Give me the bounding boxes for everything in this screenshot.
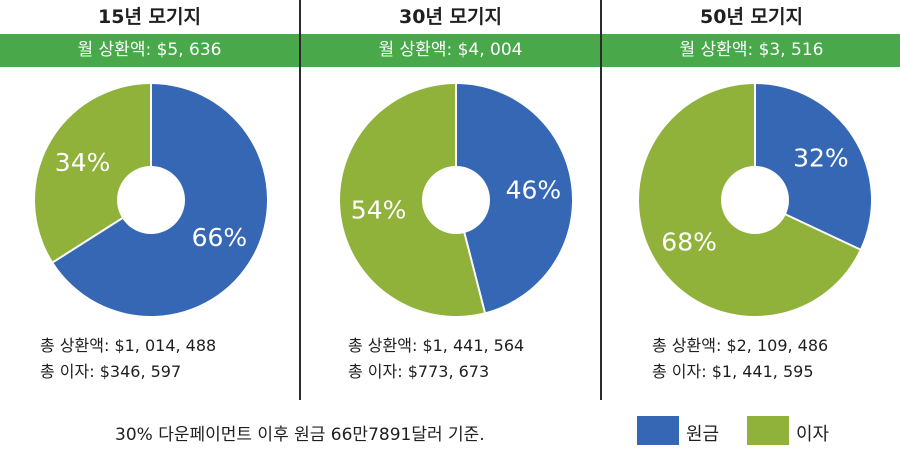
donut-chart-15-year: 66% 34% [34,84,267,316]
interest-percent-label: 54% [351,195,407,224]
donut-hole [721,166,789,234]
panel-15-year: 15년 모기지 월 상환액: $5, 636 66% 34% 총 상환액: $1,… [0,0,299,400]
panel-title: 30년 모기지 [399,6,502,28]
total-payment: 총 상환액: $2, 109, 486 [652,336,829,355]
totals: 총 상환액: $1, 441, 564 총 이자: $773, 673 [301,333,600,385]
monthly-payment-bar: 월 상환액: $5, 636 [0,34,299,67]
totals: 총 상환액: $2, 109, 486 총 이자: $1, 441, 595 [602,333,900,385]
total-interest: 총 이자: $346, 597 [40,362,182,381]
panel-title: 15년 모기지 [98,6,201,28]
interest-percent-label: 68% [661,227,717,256]
principal-percent-label: 32% [793,144,849,173]
donut-chart-30-year: 46% 54% [340,84,573,316]
total-payment: 총 상환액: $1, 014, 488 [40,336,217,355]
donut-hole [117,166,185,234]
total-interest: 총 이자: $1, 441, 595 [652,362,814,381]
legend-swatch-interest [747,416,789,445]
monthly-payment-bar: 월 상환액: $3, 516 [602,34,900,67]
panel-30-year: 30년 모기지 월 상환액: $4, 004 46% 54% 총 상환액: $1,… [301,0,600,400]
totals: 총 상환액: $1, 014, 488 총 이자: $346, 597 [0,333,299,385]
total-payment: 총 상환액: $1, 441, 564 [348,336,525,355]
legend-label-interest: 이자 [796,424,830,445]
panel-50-year: 50년 모기지 월 상환액: $3, 516 32% 68% 총 상환액: $2,… [602,0,900,400]
divider [600,0,602,400]
donut-hole [422,166,490,234]
panel-title: 50년 모기지 [700,6,803,28]
interest-percent-label: 34% [55,148,111,177]
principal-percent-label: 66% [192,223,248,252]
footnote: 30% 다운페이먼트 이후 원금 66만7891달러 기준. [115,425,485,445]
divider [299,0,301,400]
principal-slice [456,84,573,313]
donut-chart-50-year: 32% 68% [638,84,871,316]
legend-swatch-principal [637,416,679,445]
principal-percent-label: 46% [506,176,562,205]
legend-label-principal: 원금 [686,424,720,445]
monthly-payment-bar: 월 상환액: $4, 004 [301,34,600,67]
total-interest: 총 이자: $773, 673 [348,362,490,381]
footer: 30% 다운페이먼트 이후 원금 66만7891달러 기준. 원금 이자 [0,408,900,453]
interest-slice [340,84,485,316]
